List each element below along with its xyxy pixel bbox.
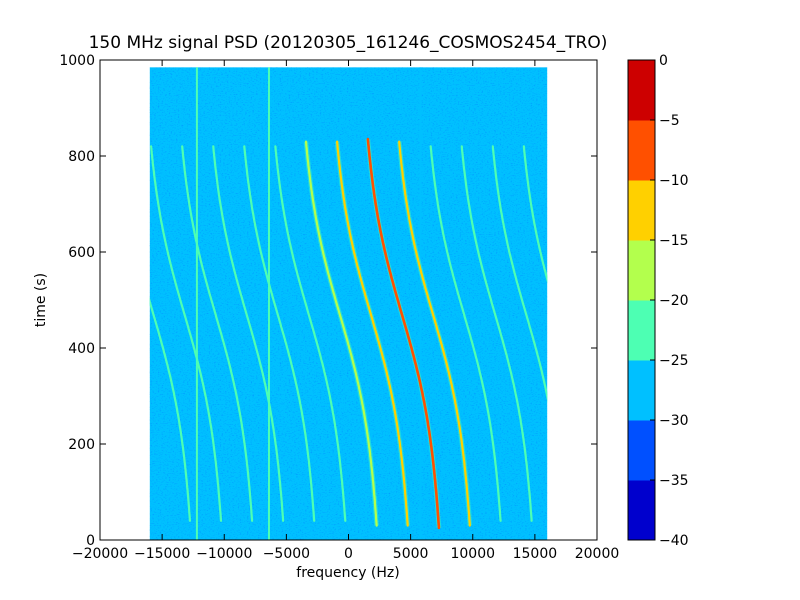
y-tick-label: 0 xyxy=(86,533,95,549)
colorbar-tick-label: −10 xyxy=(659,173,689,189)
signal-trace-2 xyxy=(398,140,471,527)
colorbar-band-1 xyxy=(628,480,655,541)
colorbar-tick-label: −30 xyxy=(659,413,689,429)
y-axis-label: time (s) xyxy=(33,273,49,327)
plot-area: −20000 −15000 −10000 −5000 0 5000 10000 15000 20… xyxy=(59,53,619,562)
signal-trace-14 xyxy=(149,297,191,522)
y-tick-label: 400 xyxy=(68,341,95,357)
colorbar-band-3 xyxy=(628,360,655,421)
x-tick-label: −10000 xyxy=(196,546,252,562)
colorbar-tick-label: −20 xyxy=(659,293,689,309)
y-tick-label: 200 xyxy=(68,437,95,453)
x-tick-label: −5000 xyxy=(263,546,310,562)
colorbar-tick-label: −25 xyxy=(659,353,689,369)
signal-trace-11 xyxy=(181,145,254,522)
x-tick-label: 0 xyxy=(344,546,353,562)
colorbar-band-8 xyxy=(628,60,655,121)
x-tick-label: 20000 xyxy=(575,546,620,562)
signal-trace-8 xyxy=(243,145,316,522)
y-tick-label: 800 xyxy=(68,149,95,165)
x-axis: −20000 −15000 −10000 −5000 0 5000 10000 15000 20… xyxy=(72,60,619,562)
signal-trace-7 xyxy=(274,145,347,522)
colorbar-tick-label: 0 xyxy=(659,53,668,69)
y-axis: 0 200 400 600 800 1000 xyxy=(59,53,597,549)
signal-trace-1 xyxy=(366,137,441,530)
x-tick-label: −20000 xyxy=(72,546,128,562)
colorbar-tick-label: −40 xyxy=(659,533,689,549)
signal-trace-9 xyxy=(212,145,285,522)
x-tick-label: −15000 xyxy=(134,546,190,562)
y-tick-label: 1000 xyxy=(59,53,95,69)
x-tick-label: 15000 xyxy=(513,546,558,562)
signal-trace-5 xyxy=(429,145,502,522)
colorbar-tick-label: −5 xyxy=(659,113,680,129)
colorbar-tick-label: −15 xyxy=(659,233,689,249)
heatmap xyxy=(149,67,548,540)
colorbar-band-4 xyxy=(628,300,655,361)
signal-trace-3 xyxy=(336,140,409,527)
colorbar-tick-label: −35 xyxy=(659,473,689,489)
x-tick-label: 5000 xyxy=(393,546,429,562)
signal-trace-10 xyxy=(491,145,548,403)
signal-trace-6 xyxy=(460,145,533,522)
signal-trace-13 xyxy=(522,145,548,284)
signal-trace-4 xyxy=(304,140,378,527)
y-tick-label: 600 xyxy=(68,245,95,261)
x-tick-label: 10000 xyxy=(450,546,495,562)
colorbar-band-2 xyxy=(628,420,655,481)
heatmap-noise xyxy=(149,67,548,540)
chart-title: 150 MHz signal PSD (20120305_161246_COSM… xyxy=(89,33,608,53)
colorbar-band-7 xyxy=(628,120,655,181)
x-axis-label: frequency (Hz) xyxy=(296,565,399,581)
colorbar: 0 −5 −10 −15 −20 −25 −30 −35 −40 xyxy=(627,53,689,549)
colorbar-band-5 xyxy=(628,240,655,301)
signal-trace-12 xyxy=(150,145,223,522)
colorbar-band-6 xyxy=(628,180,655,241)
